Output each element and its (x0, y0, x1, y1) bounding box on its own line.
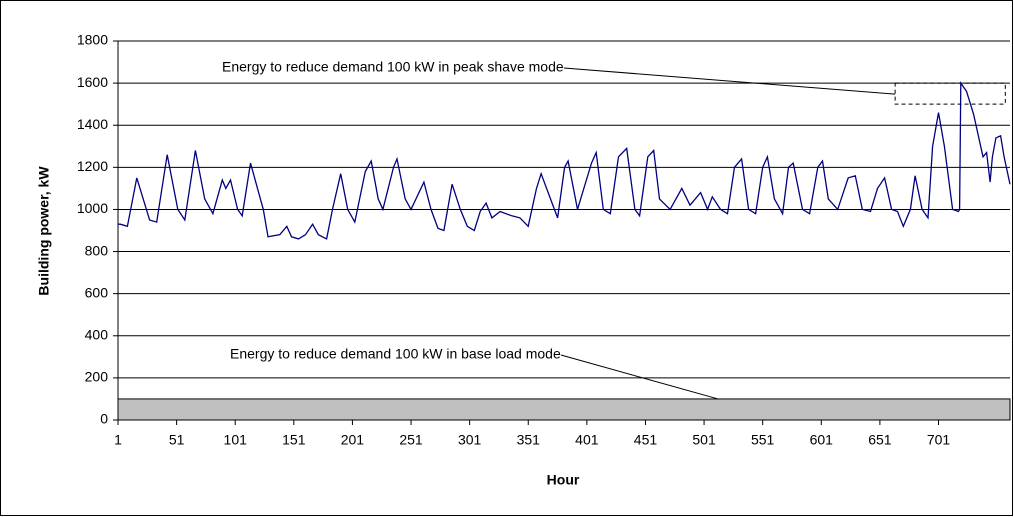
y-tick-label: 800 (85, 242, 109, 258)
leader-line (560, 354, 719, 400)
y-tick-label: 1200 (77, 158, 108, 174)
x-tick-label: 451 (634, 432, 658, 448)
y-axis-label: Building power, kW (36, 166, 52, 296)
y-tick-label: 0 (100, 411, 108, 427)
y-tick-label: 400 (85, 326, 109, 342)
y-tick-label: 1600 (77, 74, 108, 90)
x-tick-label: 551 (751, 432, 775, 448)
y-tick-label: 1400 (77, 116, 108, 132)
leader-line (563, 67, 896, 95)
peak-shave-box (894, 82, 1006, 105)
x-tick-label: 1 (114, 432, 122, 448)
x-tick-label: 601 (810, 432, 834, 448)
x-tick-label: 151 (282, 432, 306, 448)
x-tick-label: 401 (575, 432, 599, 448)
y-tick-label: 600 (85, 284, 109, 300)
x-tick-label: 301 (458, 432, 482, 448)
x-tick-label: 501 (692, 432, 716, 448)
x-tick-label: 251 (399, 432, 423, 448)
x-tick-label: 701 (927, 432, 951, 448)
y-tick-label: 1800 (77, 32, 108, 48)
annotation-text: Energy to reduce demand 100 kW in base l… (230, 346, 561, 362)
x-tick-label: 651 (868, 432, 892, 448)
x-tick-label: 101 (224, 432, 248, 448)
x-tick-label: 201 (341, 432, 365, 448)
x-axis-label: Hour (547, 472, 580, 488)
y-tick-label: 200 (85, 369, 109, 385)
x-tick-label: 351 (517, 432, 541, 448)
x-tick-label: 51 (169, 432, 185, 448)
base-load-band (117, 398, 1011, 421)
data-line (118, 81, 1011, 240)
y-tick-label: 1000 (77, 200, 108, 216)
annotation-text: Energy to reduce demand 100 kW in peak s… (222, 59, 564, 75)
